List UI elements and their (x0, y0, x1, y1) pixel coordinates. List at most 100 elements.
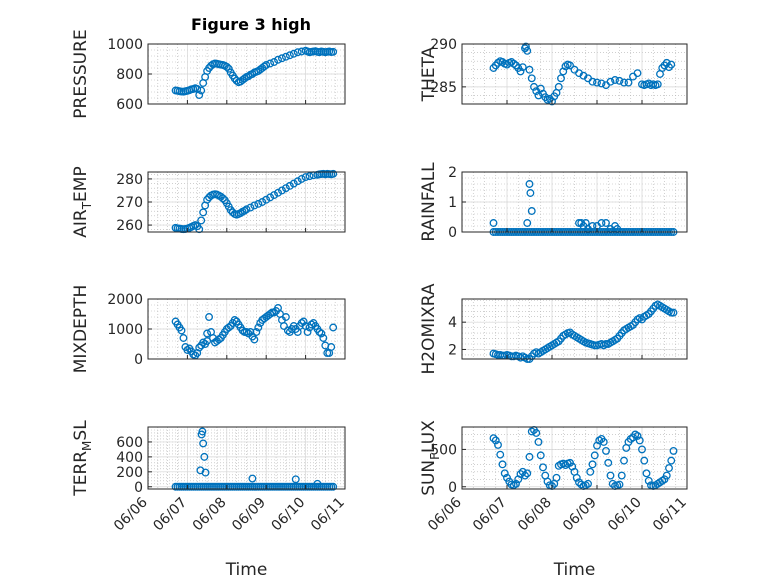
data-point (218, 194, 227, 203)
data-point (258, 198, 267, 206)
subplot-mixdepth: 0 1000 2000 MIXDEPTH (71, 285, 346, 374)
data-point (248, 474, 257, 483)
data-point (274, 188, 282, 197)
data-point (278, 54, 286, 63)
data-point (260, 62, 269, 71)
x-tick-label: 06/08 (190, 495, 230, 535)
data-point (521, 471, 529, 480)
data-point (279, 322, 288, 330)
data-point (624, 78, 633, 87)
x-tick-label: 06/09 (229, 495, 269, 535)
x-tick-label: 06/08 (515, 495, 555, 535)
data-point (236, 209, 245, 218)
x-tick-label: 06/11 (308, 495, 348, 535)
y-tick-label: 2 (448, 342, 457, 358)
subplot-air-temp: 260 270 280 AIRTEMP (71, 166, 346, 238)
data-point (667, 308, 676, 317)
data-point (240, 206, 249, 215)
data-point (305, 172, 314, 181)
data-point (293, 48, 302, 57)
data-point (177, 326, 186, 335)
data-point (606, 77, 615, 86)
data-point (199, 338, 208, 347)
data-point (329, 47, 338, 56)
data-point (317, 329, 326, 338)
data-point (203, 195, 212, 204)
data-point (588, 460, 597, 469)
data-point (307, 320, 316, 329)
data-point (606, 471, 615, 480)
data-point (205, 313, 214, 321)
data-point (248, 70, 257, 78)
y-tick-label: 1000 (107, 37, 143, 53)
data-point (523, 469, 532, 478)
y-tick-label: 280 (116, 172, 143, 188)
data-point (315, 328, 324, 336)
data-point (635, 436, 644, 445)
axes-frame (461, 43, 688, 105)
y-tick-label: 500 (430, 442, 457, 458)
data-point (640, 456, 649, 465)
data-point (512, 479, 520, 488)
subplot-pressure: 600 800 1000 PRESSURE (71, 29, 346, 119)
data-point (491, 436, 500, 445)
x-tick-label: 06/06 (111, 494, 151, 534)
y-tick-label: 400 (116, 450, 143, 466)
data-point (597, 219, 606, 227)
data-point (539, 463, 547, 472)
data-point (250, 201, 259, 210)
data-point (199, 208, 208, 217)
data-point (289, 179, 298, 188)
data-point (527, 207, 536, 215)
data-point (266, 59, 275, 68)
x-axis-label: Time (553, 560, 596, 580)
data-point (552, 473, 561, 482)
y-axis-label: TERRMSL (71, 420, 94, 497)
data-point (201, 468, 210, 477)
data-point (620, 456, 628, 465)
y-tick-label: 0 (448, 480, 457, 496)
data-point (270, 58, 279, 66)
data-point (297, 174, 306, 183)
data-point (644, 476, 653, 485)
y-axis-label: MIXDEPTH (71, 285, 91, 374)
data-point (611, 76, 619, 84)
data-point (642, 469, 651, 478)
subplot-rainfall: 0 1 2 RAINFALL (419, 162, 688, 242)
data-point (224, 323, 233, 332)
data-point (278, 186, 286, 195)
data-point (665, 464, 673, 473)
x-tick-label: 06/10 (605, 495, 645, 535)
data-point (242, 205, 251, 214)
data-point (662, 471, 671, 480)
data-point (266, 310, 275, 318)
y-tick-label: 2000 (107, 292, 143, 308)
data-point (525, 452, 534, 461)
data-point (554, 82, 563, 91)
data-point (500, 469, 509, 478)
data-point (222, 62, 231, 71)
data-point (518, 63, 527, 72)
y-tick-label: 2 (448, 165, 457, 181)
y-axis-label: AIRTEMP (71, 166, 94, 237)
data-point (527, 74, 536, 83)
data-point (633, 432, 642, 440)
data-point (602, 219, 610, 227)
data-point (199, 439, 208, 448)
y-tick-label: 200 (116, 465, 143, 481)
data-point (602, 446, 610, 455)
data-point (584, 479, 592, 488)
data-point (588, 222, 597, 230)
data-point (327, 343, 336, 351)
data-point (297, 47, 306, 56)
y-axis-label: H2OMIXRA (419, 283, 439, 374)
data-point (526, 189, 535, 197)
data-point (536, 451, 545, 460)
data-point (289, 49, 298, 58)
data-point (183, 346, 192, 354)
y-tick-label: 600 (116, 97, 143, 113)
data-point (301, 173, 310, 182)
